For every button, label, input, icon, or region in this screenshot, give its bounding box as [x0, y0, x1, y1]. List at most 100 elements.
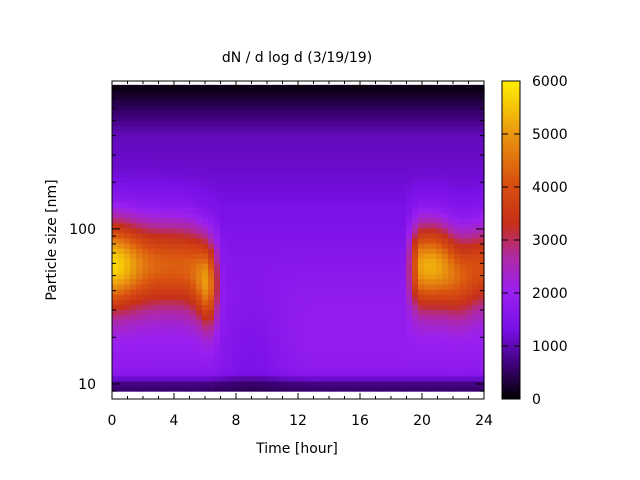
- heatmap-cell: [388, 243, 395, 249]
- heatmap-cell: [250, 380, 257, 387]
- heatmap-cell: [370, 186, 377, 193]
- heatmap-cell: [256, 186, 263, 193]
- heatmap-cell: [178, 294, 185, 300]
- heatmap-cell: [220, 212, 227, 219]
- heatmap-cell: [190, 253, 197, 259]
- heatmap-cell: [292, 135, 299, 142]
- heatmap-cell: [334, 283, 341, 290]
- heatmap-cell: [202, 278, 209, 285]
- heatmap-cell: [286, 135, 293, 142]
- heatmap-cell: [274, 360, 281, 367]
- heatmap-cell: [208, 273, 215, 280]
- heatmap-cell: [214, 258, 221, 265]
- y-tick-label: 100: [69, 222, 96, 238]
- heatmap-cell: [298, 278, 305, 285]
- heatmap-cell: [346, 248, 353, 254]
- heatmap-cell: [214, 207, 221, 214]
- heatmap-cell: [412, 181, 419, 188]
- heatmap-cell: [292, 319, 299, 326]
- heatmap-cell: [376, 207, 383, 214]
- heatmap-cell: [160, 248, 167, 254]
- heatmap-cell: [190, 110, 197, 117]
- heatmap-cell: [448, 340, 455, 346]
- heatmap-cell: [478, 329, 485, 336]
- heatmap-cell: [244, 324, 251, 331]
- heatmap-cell: [250, 355, 257, 362]
- heatmap-cell: [130, 186, 137, 193]
- heatmap-cell: [298, 283, 305, 290]
- heatmap-cell: [118, 207, 125, 214]
- heatmap-cell: [250, 100, 257, 106]
- heatmap-cell: [388, 151, 395, 157]
- heatmap-cell: [148, 120, 155, 127]
- heatmap-cell: [454, 375, 461, 382]
- heatmap-cell: [232, 319, 239, 326]
- heatmap-cell: [166, 135, 173, 142]
- heatmap-cell: [400, 146, 407, 152]
- heatmap-cell: [340, 125, 347, 132]
- heatmap-cell: [136, 227, 143, 234]
- heatmap-cell: [436, 273, 443, 280]
- heatmap-cell: [406, 375, 413, 382]
- heatmap-cell: [346, 365, 353, 372]
- heatmap-cell: [388, 207, 395, 214]
- heatmap-cell: [250, 227, 257, 234]
- heatmap-cell: [424, 232, 431, 239]
- heatmap-cell: [220, 314, 227, 321]
- heatmap-cell: [154, 125, 161, 132]
- heatmap-cell: [364, 171, 371, 178]
- heatmap-cell: [202, 135, 209, 142]
- heatmap-cell: [376, 125, 383, 132]
- heatmap-cell: [172, 329, 179, 336]
- heatmap-cell: [136, 146, 143, 152]
- heatmap-cell: [256, 283, 263, 290]
- heatmap-cell: [376, 186, 383, 193]
- heatmap-cell: [466, 95, 473, 101]
- heatmap-cell: [394, 324, 401, 331]
- heatmap-cell: [454, 135, 461, 142]
- heatmap-cell: [424, 309, 431, 316]
- heatmap-cell: [472, 130, 479, 137]
- heatmap-cell: [256, 135, 263, 142]
- heatmap-cell: [310, 161, 317, 168]
- heatmap-cell: [430, 181, 437, 188]
- heatmap-cell: [148, 151, 155, 157]
- heatmap-cell: [436, 217, 443, 224]
- heatmap-cell: [220, 135, 227, 142]
- chart-title: dN / d log d (3/19/19): [222, 50, 372, 66]
- heatmap-cell: [406, 217, 413, 224]
- heatmap-cell: [406, 334, 413, 341]
- heatmap-cell: [460, 350, 467, 356]
- heatmap-cell: [406, 278, 413, 285]
- heatmap-cell: [394, 299, 401, 305]
- heatmap-cell: [310, 140, 317, 147]
- heatmap-cell: [352, 115, 359, 122]
- heatmap-cell: [448, 115, 455, 122]
- heatmap-cell: [448, 243, 455, 249]
- heatmap-cell: [376, 253, 383, 259]
- heatmap-cell: [178, 319, 185, 326]
- heatmap-cell: [148, 289, 155, 295]
- heatmap-cell: [184, 294, 191, 300]
- heatmap-cell: [346, 192, 353, 198]
- heatmap-cell: [304, 334, 311, 341]
- heatmap-cell: [436, 350, 443, 356]
- heatmap-cell: [436, 253, 443, 259]
- heatmap-cell: [160, 192, 167, 198]
- heatmap-cell: [190, 237, 197, 244]
- heatmap-cell: [154, 385, 161, 392]
- heatmap-cell: [190, 212, 197, 219]
- heatmap-cell: [124, 299, 131, 305]
- heatmap-cell: [400, 110, 407, 117]
- heatmap-cell: [154, 207, 161, 214]
- heatmap-cell: [262, 100, 269, 106]
- heatmap-cell: [358, 100, 365, 106]
- heatmap-cell: [358, 171, 365, 178]
- heatmap-cell: [328, 319, 335, 326]
- heatmap-cell: [424, 120, 431, 127]
- heatmap-cell: [364, 340, 371, 346]
- heatmap-cell: [274, 222, 281, 229]
- heatmap-cell: [250, 212, 257, 219]
- heatmap-cell: [436, 299, 443, 305]
- heatmap-cell: [382, 151, 389, 157]
